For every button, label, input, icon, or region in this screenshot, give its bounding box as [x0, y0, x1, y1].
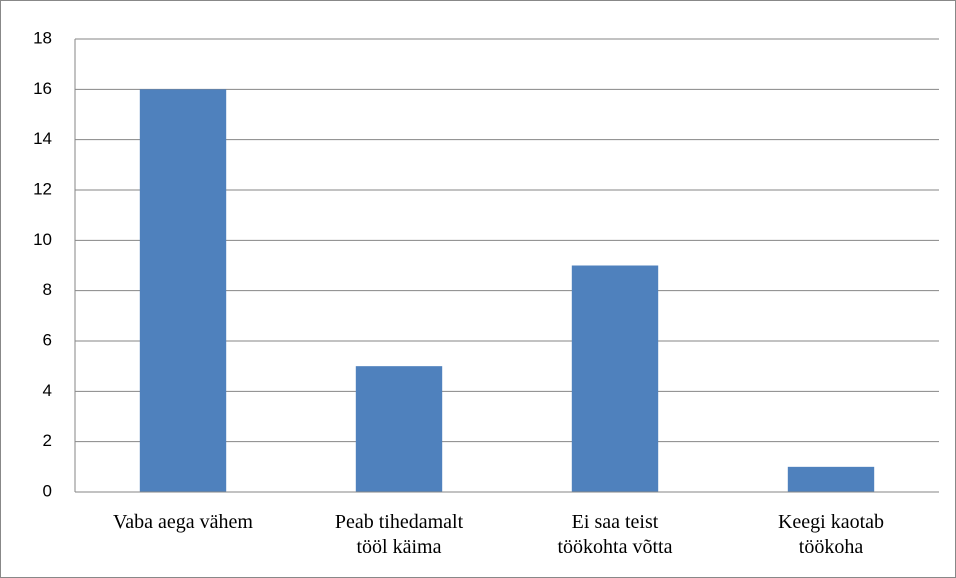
y-tick-label: 10 [33, 230, 52, 249]
y-tick-label: 14 [33, 129, 52, 148]
bar [355, 366, 443, 492]
y-tick-label: 18 [33, 28, 52, 47]
bar [787, 466, 875, 492]
bar [139, 89, 227, 492]
y-tick-label: 0 [43, 481, 52, 500]
y-tick-label: 16 [33, 79, 52, 98]
x-tick-label: Ei saa teist töökohta võtta [557, 511, 673, 558]
x-tick-label: Vaba aega vähem [113, 511, 253, 533]
y-tick-label: 6 [43, 330, 52, 349]
y-tick-label: 8 [43, 280, 52, 299]
y-tick-label: 4 [43, 381, 52, 400]
x-tick-label: Keegi kaotab töökoha [777, 511, 885, 558]
bar [571, 265, 659, 492]
x-tick-label: Peab tihedamalt tööl käima [334, 511, 464, 558]
y-tick-label: 12 [33, 179, 52, 198]
y-tick-label: 2 [43, 431, 52, 450]
